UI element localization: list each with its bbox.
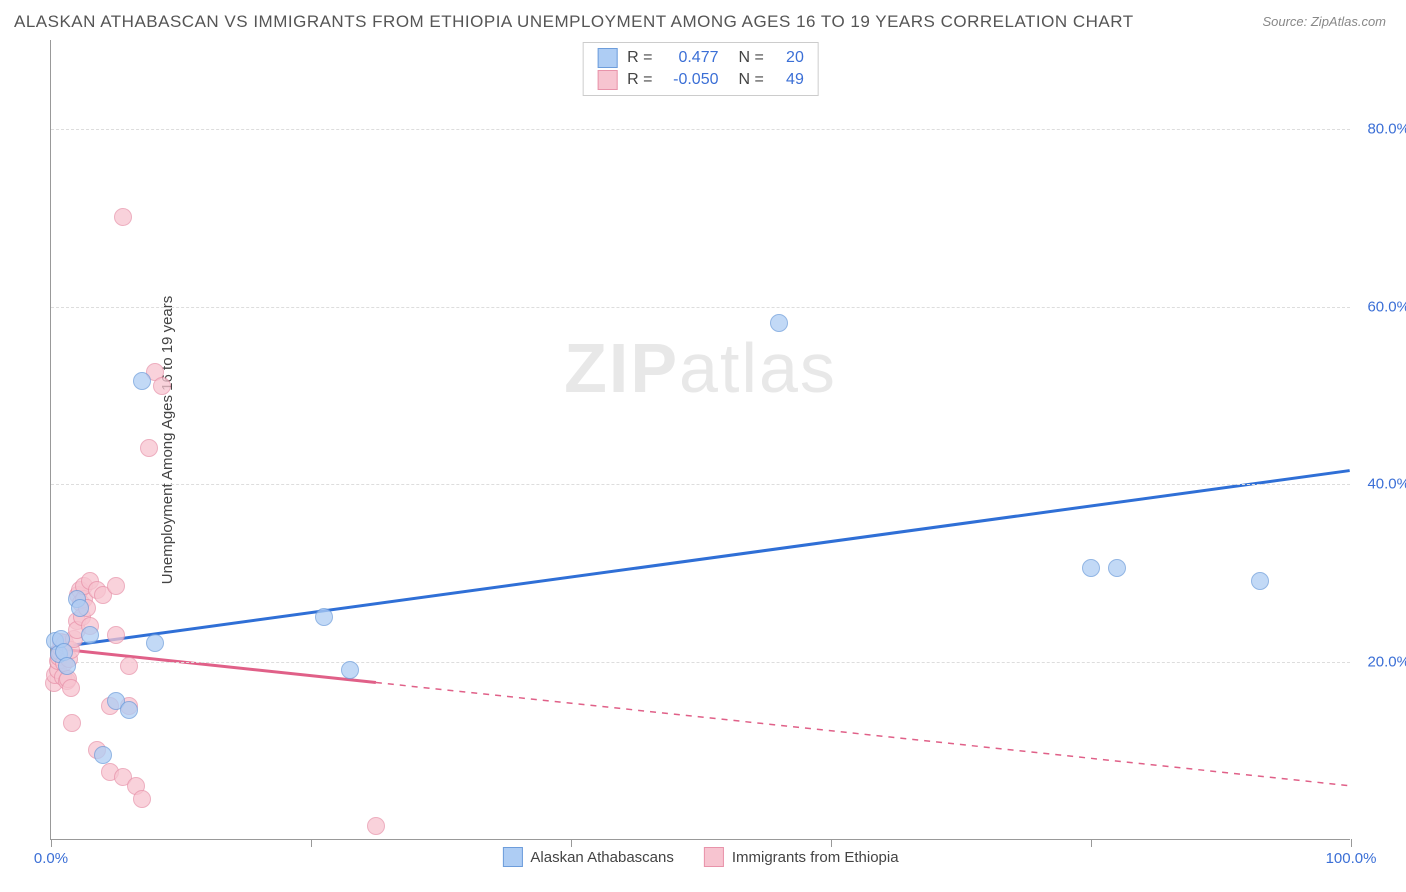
watermark: ZIPatlas (564, 328, 837, 408)
scatter-point (770, 314, 788, 332)
x-tick (51, 839, 52, 847)
scatter-point (63, 714, 81, 732)
r-value: -0.050 (663, 71, 719, 89)
legend-swatch (502, 847, 522, 867)
x-tick-label: 100.0% (1326, 850, 1377, 867)
r-label: R = (627, 71, 652, 89)
gridline-horizontal (51, 129, 1350, 130)
stats-row: R = 0.477 N = 20 (597, 47, 804, 69)
x-tick (1091, 839, 1092, 847)
scatter-point (133, 790, 151, 808)
r-value: 0.477 (663, 49, 719, 67)
n-value: 49 (774, 71, 804, 89)
x-tick-label: 0.0% (34, 850, 68, 867)
gridline-horizontal (51, 307, 1350, 308)
trend-line-dashed (376, 683, 1350, 786)
scatter-point (153, 377, 171, 395)
n-label: N = (739, 49, 764, 67)
plot-area: Unemployment Among Ages 16 to 19 years Z… (50, 40, 1350, 840)
scatter-point (62, 679, 80, 697)
r-label: R = (627, 49, 652, 67)
y-tick-label: 20.0% (1367, 654, 1406, 671)
scatter-point (58, 657, 76, 675)
x-tick (831, 839, 832, 847)
gridline-horizontal (51, 484, 1350, 485)
scatter-point (107, 626, 125, 644)
scatter-point (71, 599, 89, 617)
scatter-point (315, 608, 333, 626)
legend-swatch (597, 48, 617, 68)
legend-item: Alaskan Athabascans (502, 847, 673, 867)
scatter-point (120, 701, 138, 719)
trend-lines-layer (51, 40, 1350, 839)
x-tick (311, 839, 312, 847)
legend-swatch (704, 847, 724, 867)
y-tick-label: 80.0% (1367, 120, 1406, 137)
scatter-point (1251, 572, 1269, 590)
n-label: N = (739, 71, 764, 89)
scatter-point (133, 372, 151, 390)
scatter-point (367, 817, 385, 835)
scatter-point (1108, 559, 1126, 577)
scatter-point (146, 634, 164, 652)
watermark-rest: atlas (679, 329, 837, 407)
watermark-bold: ZIP (564, 329, 679, 407)
bottom-legend: Alaskan Athabascans Immigrants from Ethio… (502, 847, 898, 867)
legend-item: Immigrants from Ethiopia (704, 847, 899, 867)
stats-row: R = -0.050 N = 49 (597, 69, 804, 91)
n-value: 20 (774, 49, 804, 67)
scatter-point (114, 208, 132, 226)
chart-title: ALASKAN ATHABASCAN VS IMMIGRANTS FROM ET… (14, 12, 1134, 32)
legend-label: Alaskan Athabascans (530, 849, 673, 866)
legend-label: Immigrants from Ethiopia (732, 849, 899, 866)
scatter-point (94, 746, 112, 764)
trend-line-solid (51, 648, 376, 682)
stats-legend-box: R = 0.477 N = 20 R = -0.050 N = 49 (582, 42, 819, 96)
y-tick-label: 40.0% (1367, 476, 1406, 493)
y-axis-label: Unemployment Among Ages 16 to 19 years (159, 295, 176, 584)
scatter-point (140, 439, 158, 457)
gridline-horizontal (51, 662, 1350, 663)
y-tick-label: 60.0% (1367, 298, 1406, 315)
x-tick (1351, 839, 1352, 847)
trend-line-solid (51, 471, 1349, 649)
scatter-point (120, 657, 138, 675)
scatter-point (1082, 559, 1100, 577)
x-tick (571, 839, 572, 847)
scatter-point (107, 577, 125, 595)
scatter-point (341, 661, 359, 679)
legend-swatch (597, 70, 617, 90)
scatter-point (81, 626, 99, 644)
source-attribution: Source: ZipAtlas.com (1262, 14, 1386, 29)
